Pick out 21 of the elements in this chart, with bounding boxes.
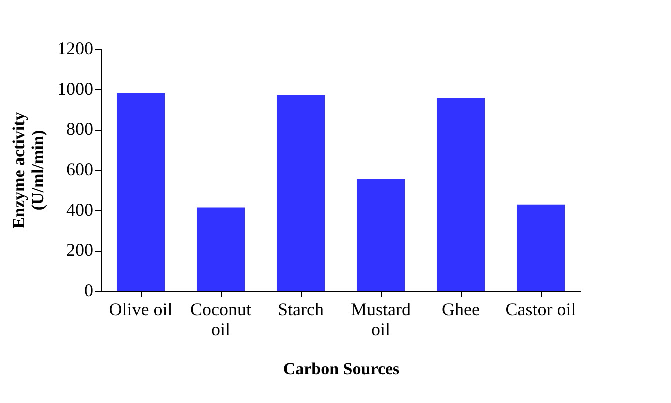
bar [277, 95, 325, 291]
x-tick-label: Ghee [442, 300, 480, 320]
bar [517, 204, 565, 291]
x-tick-label: Castor oil [506, 300, 576, 320]
bar [437, 98, 485, 291]
y-tick-label: 1200 [58, 38, 94, 58]
y-tick-label: 400 [66, 200, 94, 220]
x-tick-label: Starch [278, 300, 324, 320]
x-tick-label: Olive oil [109, 300, 173, 320]
x-tick-label: Mustard oil [351, 300, 411, 340]
y-tick-label: 1000 [58, 78, 94, 99]
bar [197, 208, 245, 291]
y-axis-title: Enzyme activity (U/ml/min) [10, 112, 48, 229]
bar [357, 179, 405, 291]
bar [117, 92, 165, 291]
x-axis-title: Carbon Sources [283, 360, 400, 378]
y-tick-label: 800 [66, 119, 94, 140]
x-tick-label: Coconut oil [190, 300, 252, 340]
y-tick-label: 600 [66, 160, 94, 180]
y-tick-label: 200 [66, 240, 94, 260]
y-tick-label: 0 [84, 280, 94, 300]
